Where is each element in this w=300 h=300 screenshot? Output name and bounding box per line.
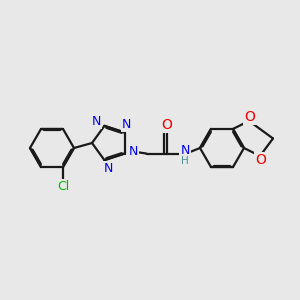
Text: H: H — [181, 156, 189, 166]
Text: O: O — [256, 153, 266, 167]
Text: N: N — [129, 145, 138, 158]
Text: N: N — [104, 162, 113, 175]
Text: N: N — [122, 118, 131, 131]
Text: O: O — [161, 118, 172, 132]
Text: O: O — [244, 110, 255, 124]
Text: N: N — [180, 144, 190, 157]
Text: N: N — [92, 116, 101, 128]
Text: Cl: Cl — [57, 180, 69, 193]
